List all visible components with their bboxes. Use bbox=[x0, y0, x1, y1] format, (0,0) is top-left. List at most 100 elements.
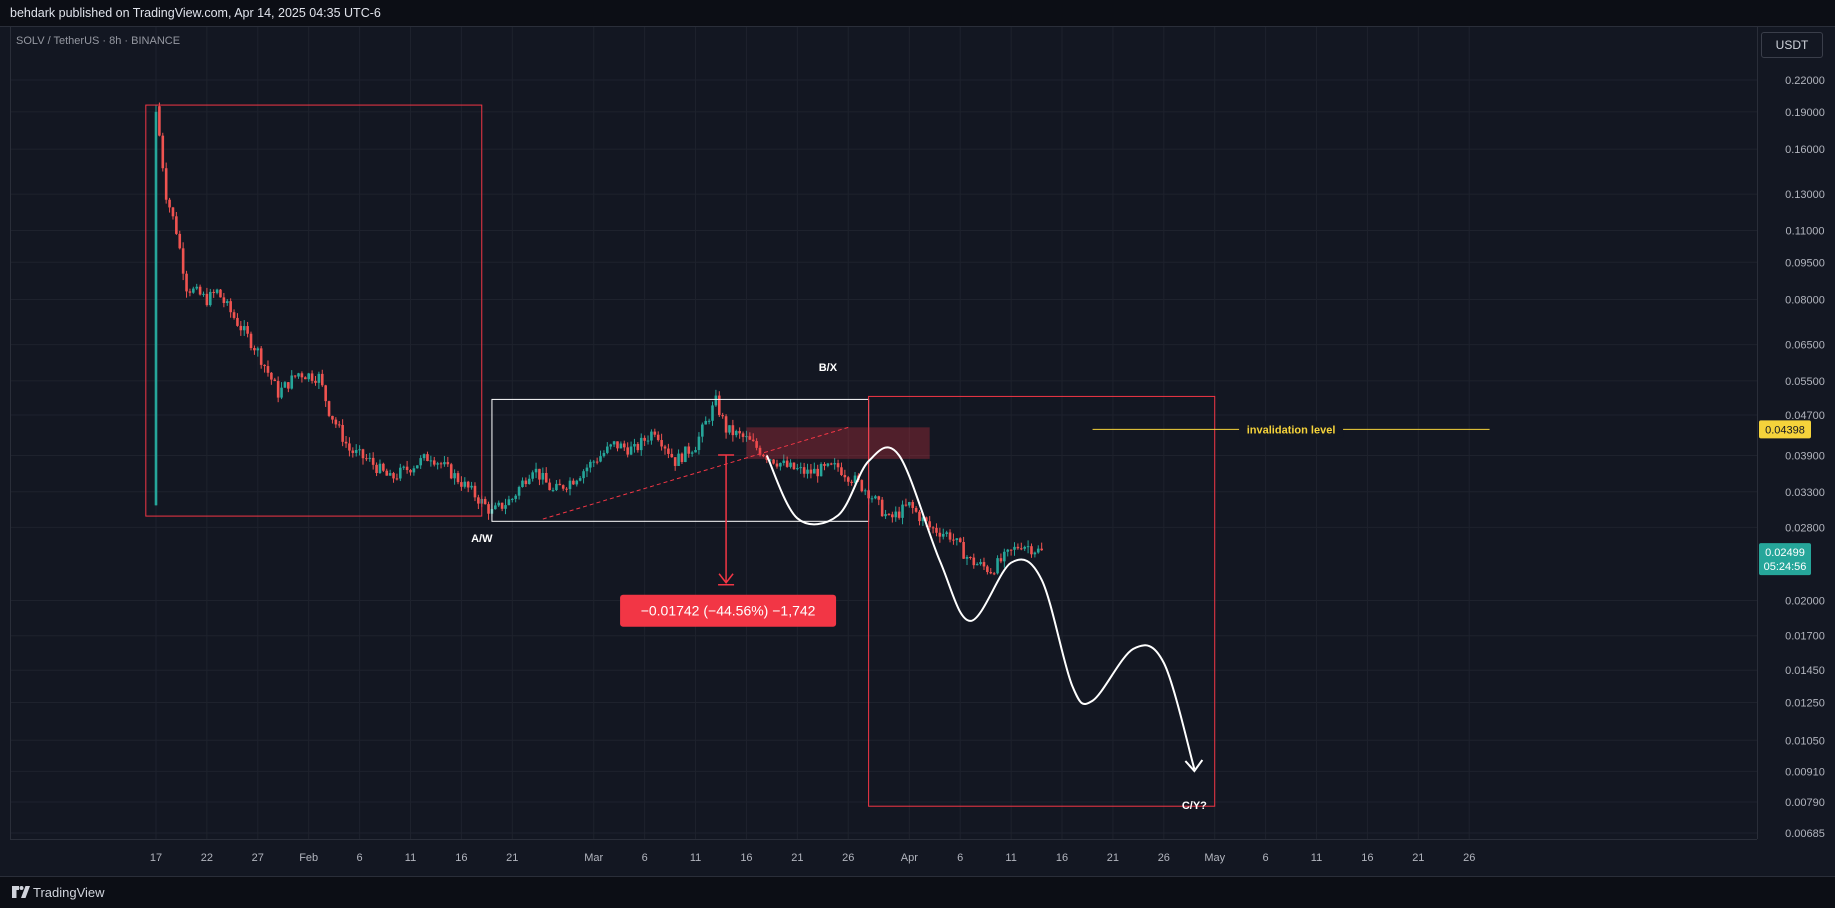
candle-body bbox=[202, 293, 205, 295]
time-axis[interactable]: 17 22 27 Feb 6 11 16 21 Mar 6 11 16 21 26 Apr 6 11 16 21 26… bbox=[150, 852, 1475, 864]
price-chart[interactable]: −0.01742 (−44.56%) −1,742 A/W B/X C/Y? inval… bbox=[0, 0, 1835, 876]
price-tick-label: 0.00790 bbox=[1785, 797, 1825, 809]
candle-body bbox=[639, 437, 643, 451]
candle-body bbox=[717, 395, 721, 416]
candle-body bbox=[772, 459, 775, 464]
candle-body bbox=[181, 248, 185, 274]
price-tick-label: 0.08000 bbox=[1785, 295, 1825, 307]
candle-body bbox=[443, 462, 446, 465]
candle-body bbox=[582, 471, 585, 479]
candle-body bbox=[236, 317, 239, 326]
candle-body bbox=[979, 562, 982, 565]
candle-body bbox=[331, 415, 334, 420]
candle-body bbox=[799, 467, 803, 469]
chart-pane-border bbox=[10, 27, 1757, 839]
candle-body bbox=[511, 498, 514, 500]
price-tick-label: 0.02800 bbox=[1785, 522, 1825, 534]
time-tick-label: 16 bbox=[455, 852, 467, 864]
candle-body bbox=[436, 463, 439, 465]
candle-body bbox=[809, 469, 813, 474]
candle-body bbox=[558, 483, 562, 486]
publish-info: behdark published on TradingView.com, Ap… bbox=[10, 6, 381, 20]
candle-body bbox=[185, 273, 188, 292]
candle-body bbox=[514, 495, 517, 499]
wave-label: C/Y? bbox=[1182, 800, 1207, 812]
candle-body bbox=[487, 504, 490, 514]
candle-body bbox=[680, 453, 684, 463]
currency-button[interactable]: USDT bbox=[1761, 32, 1823, 58]
candle-body bbox=[521, 480, 524, 488]
candle-body bbox=[629, 446, 633, 455]
candle-body bbox=[164, 168, 168, 200]
time-tick-label: 26 bbox=[1158, 852, 1170, 864]
tradingview-brand: TradingView bbox=[33, 885, 105, 900]
candle-body bbox=[751, 439, 755, 442]
candle-body bbox=[456, 473, 460, 483]
candle-body bbox=[1033, 552, 1037, 555]
candle-body bbox=[606, 446, 609, 453]
price-tick-label: 0.01450 bbox=[1785, 665, 1825, 677]
candle-body bbox=[385, 470, 389, 476]
candle-body bbox=[1013, 546, 1016, 550]
candle-body bbox=[955, 538, 959, 540]
candle-body bbox=[337, 424, 341, 426]
candle-body bbox=[446, 462, 450, 465]
candle-body bbox=[982, 562, 986, 567]
candle-body bbox=[714, 395, 718, 406]
candle-body bbox=[616, 441, 619, 449]
candle-body bbox=[904, 504, 908, 506]
time-tick-label: 21 bbox=[1412, 852, 1424, 864]
candle-body bbox=[415, 465, 419, 469]
time-tick-label: May bbox=[1204, 852, 1225, 864]
candle-body bbox=[924, 517, 928, 522]
candle-body bbox=[239, 325, 243, 331]
candle-body bbox=[643, 437, 646, 441]
candle-body bbox=[738, 430, 741, 434]
candle-body bbox=[694, 450, 697, 453]
candle-body bbox=[229, 301, 232, 313]
projection-path bbox=[765, 446, 1196, 770]
candle-body bbox=[320, 373, 324, 386]
price-axis[interactable]: 0.22000 0.19000 0.16000 0.13000 0.11000 0.095… bbox=[1759, 75, 1825, 840]
candle-body bbox=[548, 482, 551, 491]
candle-body bbox=[874, 496, 877, 499]
wave-box-2 bbox=[491, 398, 870, 522]
candle-body bbox=[188, 291, 192, 293]
candle-body bbox=[684, 446, 687, 463]
candle-body bbox=[358, 449, 361, 451]
candle-body bbox=[253, 348, 256, 351]
candle-body bbox=[222, 297, 226, 304]
candle-body bbox=[538, 468, 541, 480]
symbol-legend[interactable]: SOLV / TetherUS · 8h · BINANCE bbox=[16, 35, 181, 47]
time-tick-label: 21 bbox=[1107, 852, 1119, 864]
candle-body bbox=[324, 385, 327, 402]
candle-body bbox=[687, 446, 691, 454]
price-tick-label: 0.00910 bbox=[1785, 766, 1825, 778]
time-tick-label: 6 bbox=[957, 852, 963, 864]
candle-body bbox=[293, 375, 297, 377]
candle-body bbox=[263, 364, 266, 367]
time-tick-label: 11 bbox=[1005, 852, 1016, 864]
candle-body bbox=[494, 505, 497, 510]
candle-body bbox=[697, 436, 701, 451]
candle-body bbox=[215, 289, 219, 293]
candle-body bbox=[836, 463, 840, 468]
candle-body bbox=[507, 499, 511, 506]
candle-body bbox=[612, 441, 616, 445]
invalidation-label-bg bbox=[1239, 421, 1344, 438]
candle-body bbox=[633, 444, 636, 447]
candle-body bbox=[371, 457, 375, 465]
price-tick-label: 0.13000 bbox=[1785, 189, 1825, 201]
candle-body bbox=[880, 499, 884, 517]
candle-body bbox=[965, 557, 969, 559]
candle-body bbox=[945, 532, 948, 534]
candle-body bbox=[297, 373, 300, 377]
candle-body bbox=[602, 452, 606, 457]
price-tick-label: 0.01700 bbox=[1785, 631, 1825, 643]
candle-body bbox=[677, 453, 680, 466]
candle-body bbox=[212, 291, 215, 293]
candle-body bbox=[762, 454, 765, 457]
candle-body bbox=[246, 326, 249, 334]
candle-body bbox=[731, 425, 735, 436]
candle-body bbox=[941, 533, 945, 537]
